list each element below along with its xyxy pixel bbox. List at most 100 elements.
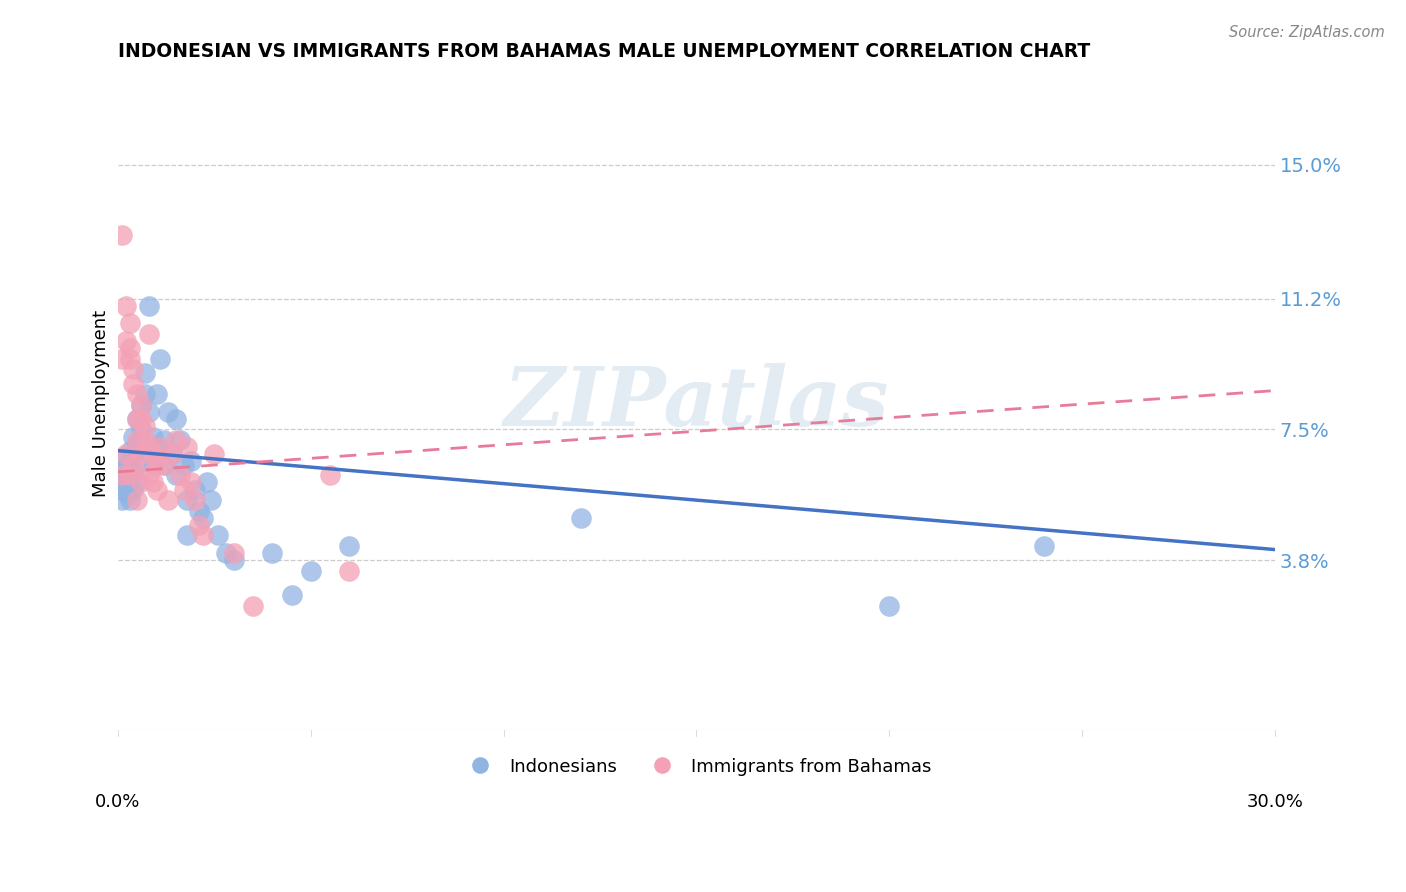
Text: ZIPatlas: ZIPatlas: [503, 363, 889, 443]
Point: [129, 398, 152, 412]
Point: [114, 299, 136, 313]
Point: [160, 447, 183, 461]
Point: [122, 465, 145, 479]
Point: [118, 468, 141, 483]
Point: [134, 419, 156, 434]
Point: [122, 447, 145, 461]
Point: [122, 458, 145, 472]
Point: [111, 475, 134, 490]
Point: [127, 412, 149, 426]
Point: [127, 475, 149, 490]
Point: [118, 317, 141, 331]
Text: Source: ZipAtlas.com: Source: ZipAtlas.com: [1229, 25, 1385, 40]
Point: [129, 412, 152, 426]
Point: [337, 564, 360, 578]
Point: [114, 461, 136, 475]
Point: [127, 493, 149, 508]
Point: [111, 483, 134, 497]
Point: [111, 351, 134, 366]
Point: [145, 440, 167, 454]
Point: [118, 483, 141, 497]
Point: [180, 454, 202, 468]
Point: [129, 440, 152, 454]
Point: [202, 447, 225, 461]
Point: [114, 458, 136, 472]
Point: [280, 589, 302, 603]
Text: INDONESIAN VS IMMIGRANTS FROM BAHAMAS MALE UNEMPLOYMENT CORRELATION CHART: INDONESIAN VS IMMIGRANTS FROM BAHAMAS MA…: [118, 42, 1090, 61]
Point: [122, 362, 145, 376]
Point: [142, 458, 165, 472]
Point: [262, 546, 284, 560]
Point: [118, 341, 141, 355]
Point: [191, 528, 214, 542]
Point: [118, 443, 141, 458]
Point: [222, 546, 245, 560]
Point: [127, 412, 149, 426]
Point: [153, 458, 176, 472]
Point: [134, 387, 156, 401]
Point: [319, 468, 342, 483]
Point: [165, 412, 187, 426]
Point: [138, 440, 160, 454]
Point: [165, 433, 187, 447]
Point: [195, 475, 218, 490]
Point: [153, 458, 176, 472]
Point: [138, 327, 160, 342]
Point: [127, 436, 149, 450]
Legend: Indonesians, Immigrants from Bahamas: Indonesians, Immigrants from Bahamas: [454, 750, 938, 783]
Point: [111, 465, 134, 479]
Point: [145, 387, 167, 401]
Point: [142, 429, 165, 443]
Point: [142, 475, 165, 490]
Point: [176, 528, 198, 542]
Point: [1032, 539, 1054, 553]
Point: [111, 493, 134, 508]
Point: [122, 376, 145, 391]
Point: [173, 483, 195, 497]
Point: [111, 468, 134, 483]
Point: [127, 387, 149, 401]
Point: [222, 553, 245, 567]
Point: [176, 493, 198, 508]
Point: [157, 405, 180, 419]
Point: [337, 539, 360, 553]
Point: [877, 599, 900, 613]
Point: [129, 398, 152, 412]
Point: [145, 483, 167, 497]
Point: [569, 510, 592, 524]
Point: [145, 458, 167, 472]
Point: [299, 564, 322, 578]
Point: [242, 599, 264, 613]
Point: [114, 486, 136, 500]
Point: [127, 433, 149, 447]
Point: [188, 517, 211, 532]
Point: [129, 447, 152, 461]
Point: [114, 447, 136, 461]
Point: [129, 475, 152, 490]
Point: [138, 299, 160, 313]
Point: [114, 475, 136, 490]
Point: [134, 366, 156, 380]
Point: [129, 422, 152, 436]
Point: [114, 334, 136, 348]
Text: 30.0%: 30.0%: [1247, 793, 1303, 812]
Point: [122, 429, 145, 443]
Point: [138, 405, 160, 419]
Point: [122, 483, 145, 497]
Point: [142, 447, 165, 461]
Point: [149, 351, 172, 366]
Point: [118, 493, 141, 508]
Point: [180, 475, 202, 490]
Point: [160, 447, 183, 461]
Point: [153, 433, 176, 447]
Point: [176, 440, 198, 454]
Point: [184, 483, 207, 497]
Point: [169, 433, 191, 447]
Point: [118, 468, 141, 483]
Point: [173, 458, 195, 472]
Point: [188, 504, 211, 518]
Point: [184, 493, 207, 508]
Point: [114, 468, 136, 483]
Point: [157, 493, 180, 508]
Point: [118, 351, 141, 366]
